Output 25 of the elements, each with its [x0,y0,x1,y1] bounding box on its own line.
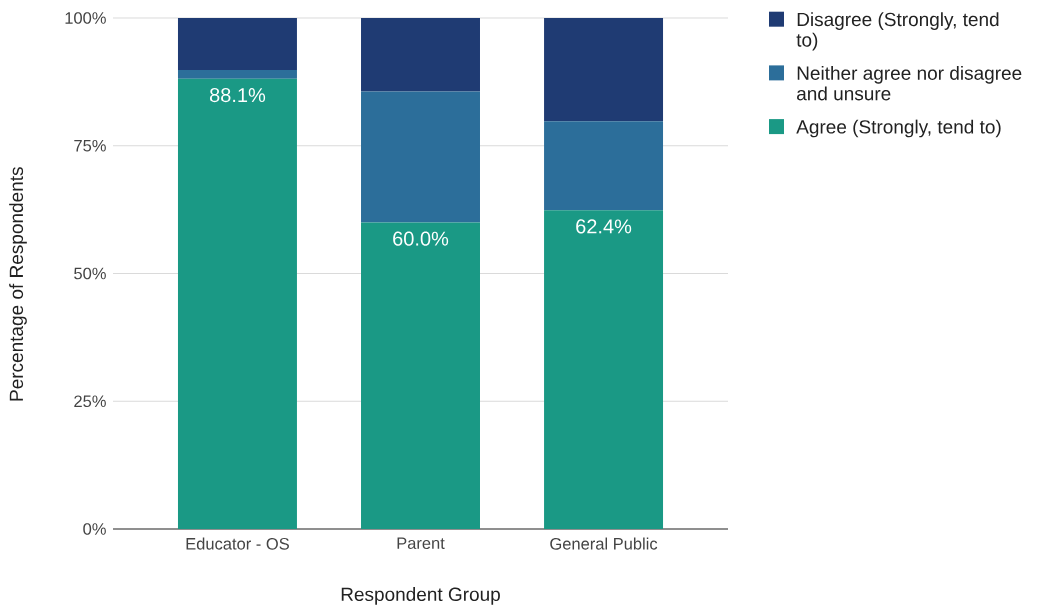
data-label: 60.0% [393,231,449,246]
y-tick-label: 75% [74,139,106,152]
bar [177,18,297,71]
bar [177,70,297,79]
bar [361,91,480,223]
bar [361,222,480,529]
bar [544,210,664,529]
y-tick-label: 25% [74,395,106,408]
bar [544,18,664,122]
y-tick-label: 100% [65,12,106,24]
bar [177,78,297,529]
data-label: 62.4% [576,219,632,234]
bar [544,121,664,211]
legend-label: Agree (Strongly, tend to) [796,119,1001,138]
x-tick-label: General Public [550,537,658,550]
y-axis-title: Percentage of Respondents [9,167,27,401]
y-tick-label: 50% [74,267,106,280]
y-tick-label: 0% [83,523,106,535]
x-axis-title: Respondent Group [341,587,500,605]
x-tick-label: Parent [397,537,445,550]
legend-label: Neither agree nor disagree and unsure [797,65,1022,101]
data-label: 88.1% [209,88,266,103]
bar [361,18,480,92]
legend-label: Disagree (Strongly, tend to) [796,12,999,51]
x-tick-label: Educator - OS [186,537,289,550]
